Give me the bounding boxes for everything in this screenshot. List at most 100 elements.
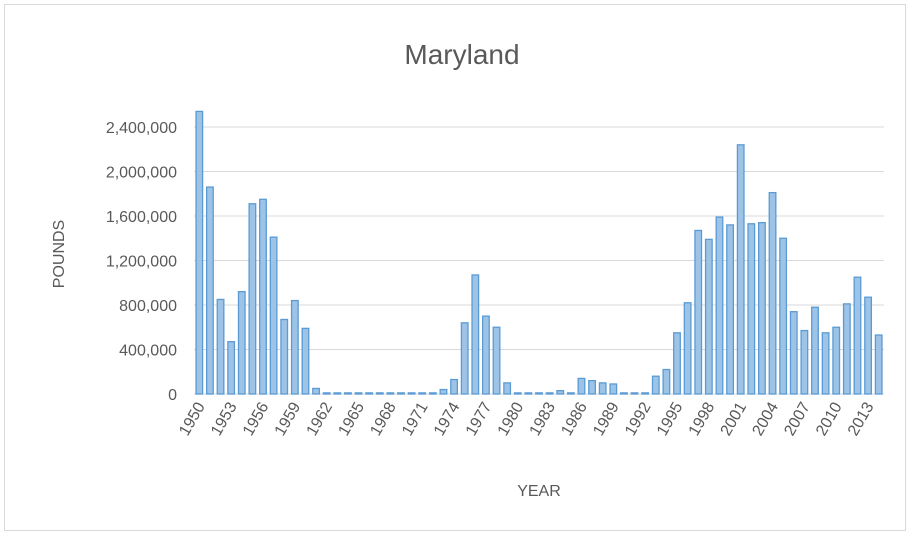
- x-tick-labels: 1950 1953 1956 1959 1962 1965 1968 1971 1974 1977…: [176, 399, 877, 438]
- bar-2001: [736, 144, 745, 395]
- bar-2009: [821, 332, 830, 395]
- bar-1997: [694, 229, 703, 395]
- y-tick-label: 2,400,000: [106, 120, 177, 137]
- bar-2013: [864, 296, 873, 395]
- y-tick-label: 400,000: [119, 343, 177, 360]
- bar-1951: [205, 186, 214, 395]
- bar-1981: [524, 392, 533, 395]
- bar-1974: [450, 378, 459, 395]
- bar-1960: [301, 327, 310, 395]
- x-tick-label: 1983: [527, 399, 560, 438]
- bar-1968: [386, 392, 395, 395]
- bar-2007: [800, 329, 809, 395]
- bar-2004: [768, 191, 777, 395]
- bar-1959: [290, 299, 299, 395]
- bar-1989: [609, 383, 618, 395]
- bar-1977: [481, 315, 490, 395]
- bar-1956: [259, 198, 267, 395]
- x-tick-label: 1956: [240, 399, 273, 438]
- bar-1958: [280, 318, 289, 395]
- y-tick-label: 1,200,000: [106, 254, 177, 271]
- bar-1967: [375, 392, 384, 395]
- bar-1965: [354, 392, 363, 395]
- bar-1990: [619, 392, 628, 395]
- bar-2008: [811, 306, 819, 395]
- bar-1972: [428, 392, 437, 395]
- bar-1970: [407, 392, 416, 395]
- bar-2002: [747, 223, 756, 395]
- bar-1979: [503, 382, 512, 395]
- bar-1987: [588, 379, 597, 395]
- bar-2011: [842, 303, 851, 395]
- x-tick-label: 1959: [272, 399, 305, 438]
- x-tick-label: 1992: [622, 399, 655, 438]
- bar-1983: [545, 392, 554, 395]
- y-tick-label: 800,000: [119, 298, 177, 315]
- x-tick-label: 1986: [558, 399, 591, 438]
- x-tick-label: 2001: [718, 399, 751, 438]
- x-tick-label: 2013: [845, 399, 878, 438]
- x-tick-label: 1974: [431, 399, 464, 438]
- x-tick-label: 1980: [495, 399, 528, 438]
- bar-2014: [874, 334, 883, 395]
- bar-1964: [343, 392, 352, 395]
- x-tick-label: 1998: [686, 399, 719, 438]
- y-tick-label: 2,000,000: [106, 165, 177, 182]
- x-tick-label: 1968: [367, 399, 400, 438]
- x-tick-label: 2004: [749, 399, 782, 438]
- y-axis-title: POUNDS: [51, 220, 68, 288]
- bar-1962: [322, 392, 331, 395]
- chart-frame: Maryland POUNDS YEAR 0 400,000 800,000 1,20…: [4, 4, 906, 531]
- bar-2006: [789, 311, 798, 395]
- bar-1961: [312, 387, 321, 395]
- x-axis-title: YEAR: [517, 483, 561, 500]
- bar-1982: [535, 392, 543, 395]
- bar-1992: [641, 392, 650, 395]
- bar-1952: [216, 298, 225, 395]
- chart-title: Maryland: [404, 39, 519, 70]
- chart-svg: Maryland POUNDS YEAR 0 400,000 800,000 1,20…: [51, 39, 884, 500]
- bars: [195, 110, 883, 395]
- x-tick-label: 2007: [781, 399, 814, 438]
- bar-1985: [566, 392, 575, 395]
- y-tick-label: 1,600,000: [106, 209, 177, 226]
- x-tick-label: 1953: [208, 399, 241, 438]
- x-tick-label: 1971: [399, 399, 432, 438]
- x-tick-label: 1950: [176, 399, 209, 438]
- bar-1986: [577, 377, 586, 395]
- bar-1980: [513, 392, 522, 395]
- bar-1994: [662, 368, 671, 395]
- bar-1950: [195, 110, 204, 395]
- x-tick-label: 1989: [590, 399, 623, 438]
- bar-1978: [492, 326, 501, 395]
- bar-1966: [365, 392, 374, 395]
- bar-2003: [757, 222, 766, 395]
- x-tick-label: 1962: [304, 399, 337, 438]
- bar-2010: [832, 326, 841, 395]
- bar-1996: [683, 302, 692, 395]
- x-tick-label: 2010: [813, 399, 846, 438]
- bar-1998: [704, 238, 713, 395]
- bar-1963: [333, 392, 342, 395]
- bar-1973: [439, 388, 448, 395]
- bar-1995: [673, 332, 681, 395]
- bar-1993: [651, 375, 660, 395]
- x-tick-label: 1965: [335, 399, 368, 438]
- x-tick-label: 1995: [654, 399, 687, 438]
- bar-1969: [397, 392, 405, 395]
- bar-1971: [418, 392, 427, 395]
- y-tick-label: 0: [168, 387, 177, 404]
- bar-1984: [556, 390, 565, 395]
- bar-1953: [227, 341, 236, 395]
- x-tick-label: 1977: [463, 399, 496, 438]
- bar-1975: [460, 322, 469, 395]
- bar-2000: [726, 224, 735, 395]
- bar-1955: [248, 203, 257, 395]
- bar-2012: [853, 276, 862, 395]
- bar-1976: [471, 274, 480, 395]
- bar-2005: [779, 237, 788, 395]
- bar-1988: [598, 382, 607, 395]
- bar-1991: [630, 392, 639, 395]
- bar-1957: [269, 236, 278, 395]
- bar-1954: [237, 290, 246, 395]
